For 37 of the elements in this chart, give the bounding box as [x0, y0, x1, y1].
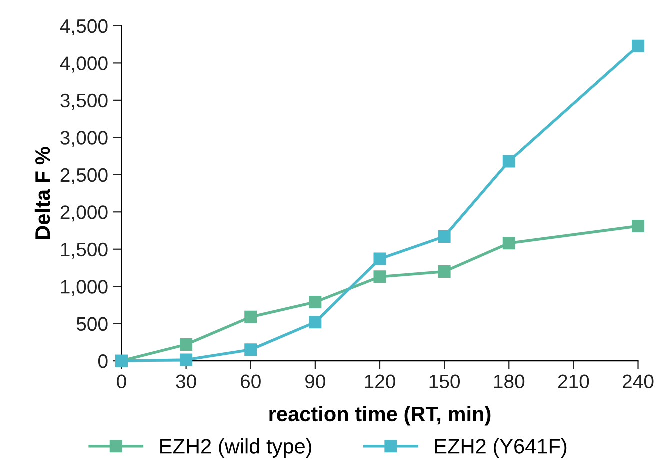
y-tick-label: 0 [98, 354, 108, 368]
x-axis-title: reaction time (RT, min) [270, 406, 491, 426]
x-tick-label: 150 [430, 374, 460, 389]
point [502, 237, 516, 250]
point [632, 40, 645, 52]
point [309, 296, 322, 308]
y-tick-label: 2,500 [60, 168, 108, 184]
point [309, 316, 322, 329]
point [632, 220, 645, 233]
y-tick-label: 1,000 [61, 280, 108, 296]
x-tick-label: 180 [494, 374, 525, 389]
x-tick-label: 210 [558, 374, 590, 389]
point [502, 155, 516, 168]
point [180, 354, 193, 366]
y-tick-label: 4,000 [60, 56, 108, 73]
x-tick-label: 90 [306, 374, 326, 389]
point [438, 230, 451, 243]
x-tick-label: 30 [176, 374, 196, 389]
y-tick-label: 1,500 [61, 242, 108, 259]
y-tick-label: 4,500 [60, 19, 108, 36]
y-tick-label: 2,000 [60, 206, 108, 222]
y-axis-title: Delta F % [34, 147, 50, 240]
legend-label: EZH2 (Y641F) [435, 438, 567, 458]
y-tick-label: 3,000 [60, 131, 108, 148]
x-tick-label: 0 [117, 374, 126, 389]
point [244, 310, 258, 324]
point [374, 270, 386, 284]
x-tick-label: 120 [365, 374, 396, 389]
y-tick-label: 500 [76, 317, 108, 332]
x-tick-label: 240 [623, 374, 654, 389]
point [374, 252, 386, 266]
point [244, 344, 258, 356]
x-tick-label: 60 [241, 374, 261, 389]
point [438, 265, 451, 278]
y-tick-label: 3,500 [60, 94, 108, 110]
legend-label: EZH2 (wild type) [160, 438, 312, 458]
point [180, 338, 193, 351]
